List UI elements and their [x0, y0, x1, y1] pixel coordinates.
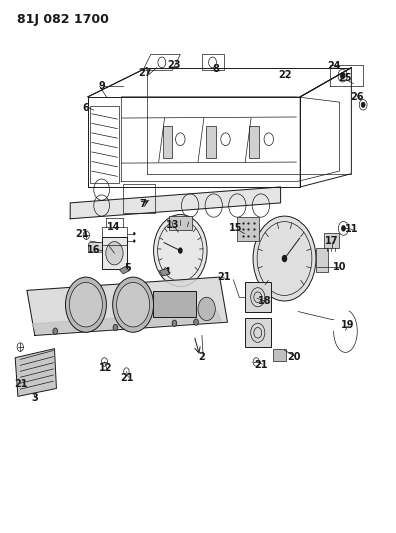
Polygon shape: [15, 349, 57, 397]
Text: 24: 24: [327, 61, 341, 71]
Bar: [206, 126, 216, 158]
Circle shape: [113, 277, 154, 332]
Text: 21: 21: [254, 360, 268, 369]
Bar: [237, 217, 259, 241]
Bar: [245, 318, 271, 347]
Polygon shape: [119, 266, 129, 274]
Text: 18: 18: [258, 296, 272, 306]
Text: 5: 5: [124, 263, 131, 272]
Bar: [90, 106, 119, 183]
Text: 23: 23: [168, 60, 181, 70]
Circle shape: [340, 72, 345, 79]
Circle shape: [133, 239, 135, 243]
Text: 3: 3: [31, 393, 38, 403]
Polygon shape: [32, 311, 222, 333]
Circle shape: [198, 297, 215, 320]
Text: 21: 21: [75, 229, 89, 239]
Text: 21: 21: [14, 379, 28, 389]
Bar: [153, 292, 196, 317]
Bar: [324, 233, 339, 248]
Bar: [123, 184, 155, 214]
Text: 14: 14: [107, 222, 120, 232]
Bar: [163, 126, 172, 158]
Circle shape: [53, 328, 58, 334]
Text: 16: 16: [87, 245, 101, 255]
Text: 8: 8: [212, 64, 219, 74]
Text: 7: 7: [139, 199, 147, 209]
Text: 26: 26: [350, 92, 364, 102]
Polygon shape: [27, 277, 227, 335]
Circle shape: [282, 255, 287, 262]
Text: 25: 25: [339, 73, 352, 83]
Bar: [245, 282, 271, 312]
Circle shape: [172, 320, 177, 326]
Polygon shape: [160, 269, 170, 276]
Bar: [273, 349, 286, 361]
Bar: [316, 248, 328, 272]
Text: 22: 22: [278, 70, 291, 79]
Circle shape: [154, 215, 207, 287]
Circle shape: [113, 324, 118, 330]
Text: 13: 13: [166, 220, 179, 230]
Text: 4: 4: [163, 267, 170, 277]
Text: 9: 9: [98, 81, 105, 91]
Text: 6: 6: [82, 103, 89, 114]
Text: 20: 20: [287, 352, 301, 361]
Circle shape: [69, 282, 103, 327]
Text: 2: 2: [198, 352, 205, 361]
Circle shape: [361, 102, 365, 108]
Text: 17: 17: [325, 236, 339, 246]
Circle shape: [178, 247, 183, 254]
Bar: [169, 216, 192, 230]
Polygon shape: [70, 187, 281, 219]
Text: 10: 10: [333, 262, 346, 271]
Circle shape: [194, 319, 198, 325]
Circle shape: [133, 232, 135, 235]
Text: 81J 082 1700: 81J 082 1700: [17, 13, 109, 27]
Text: 12: 12: [99, 364, 112, 373]
Text: 11: 11: [345, 224, 358, 235]
Circle shape: [253, 216, 316, 301]
Circle shape: [65, 277, 107, 332]
Text: 21: 21: [120, 373, 134, 383]
Text: 19: 19: [341, 320, 354, 330]
Text: 27: 27: [138, 68, 152, 78]
Bar: [202, 54, 224, 70]
Circle shape: [106, 241, 123, 265]
FancyBboxPatch shape: [89, 243, 105, 252]
Circle shape: [341, 225, 346, 231]
Text: 15: 15: [228, 223, 242, 233]
Bar: [249, 126, 259, 158]
Circle shape: [116, 282, 150, 327]
Bar: [102, 237, 127, 269]
Text: 21: 21: [217, 272, 230, 282]
